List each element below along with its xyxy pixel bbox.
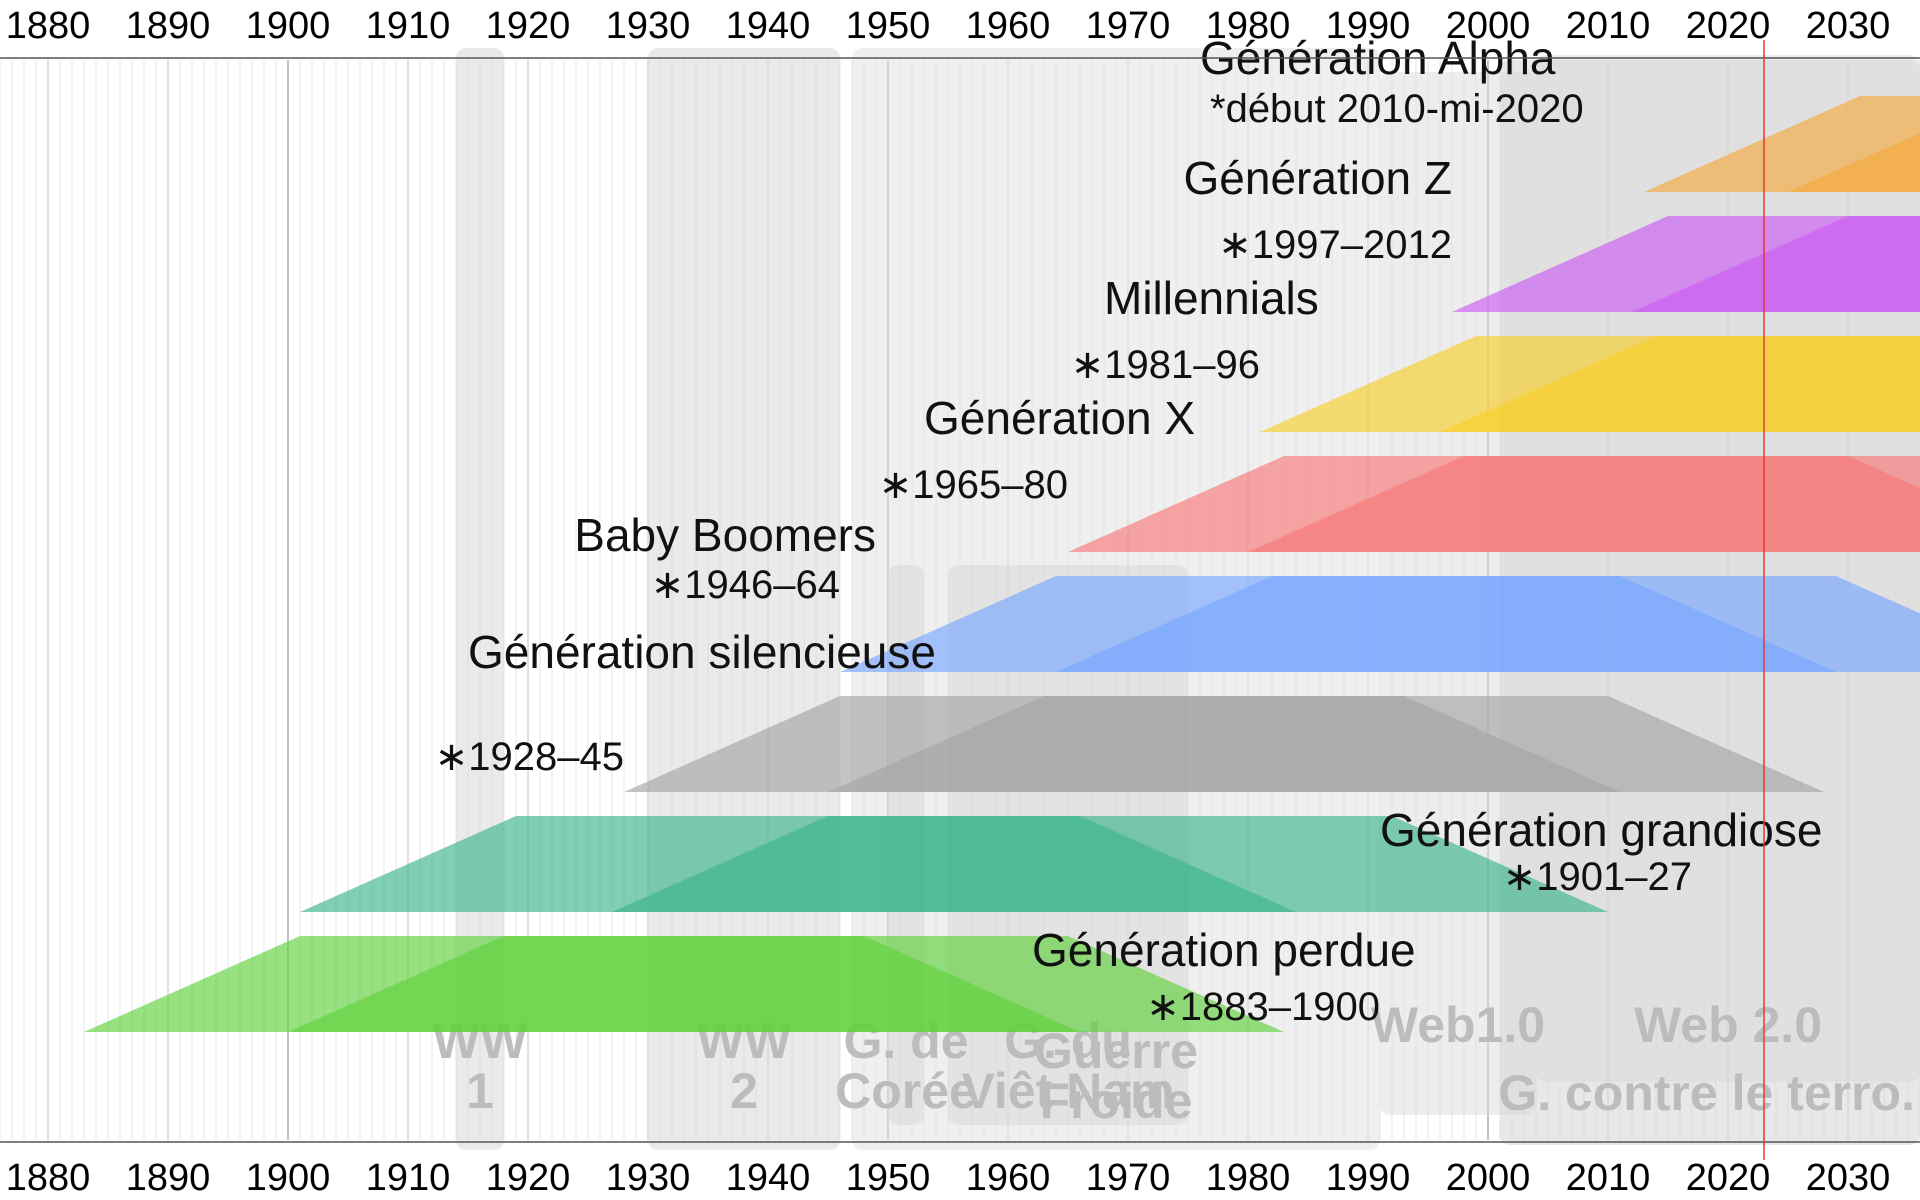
- top-axis: 1880 1890 1900 1910 1920 1930 1940 1950 1960 1970…: [0, 5, 1920, 59]
- top-tick-1960: 1960: [966, 5, 1051, 47]
- generation-range-5: ∗1981–96: [1071, 343, 1260, 387]
- top-tick-1930: 1930: [606, 5, 691, 47]
- bottom-tick-1890: 1890: [126, 1157, 211, 1199]
- event-label-7-0: G. contre le terro.: [1498, 1065, 1915, 1121]
- generation-core-5: [1440, 336, 1920, 432]
- bottom-tick-1950: 1950: [846, 1157, 931, 1199]
- generation-core-4: [1248, 456, 1920, 552]
- event-label-1-1: 2: [730, 1063, 758, 1119]
- bottom-tick-1940: 1940: [726, 1157, 811, 1199]
- top-tick-2020: 2020: [1686, 5, 1771, 47]
- generation-labels: Génération perdue ∗1883–1900 Génération gr…: [435, 32, 1823, 1029]
- bottom-tick-1990: 1990: [1326, 1157, 1411, 1199]
- generation-core-0: [288, 936, 1080, 1032]
- generation-range-6: ∗1997–2012: [1218, 223, 1452, 267]
- generation-core-6: [1632, 216, 1920, 312]
- bottom-tick-1900: 1900: [246, 1157, 331, 1199]
- event-label-2-1: Corée: [835, 1063, 977, 1119]
- event-label-4-0: Guerre: [1034, 1023, 1198, 1079]
- top-tick-1920: 1920: [486, 5, 571, 47]
- bottom-tick-2000: 2000: [1446, 1157, 1531, 1199]
- top-tick-1990: 1990: [1326, 5, 1411, 47]
- bottom-tick-1970: 1970: [1086, 1157, 1171, 1199]
- generation-range-2: ∗1928–45: [435, 735, 624, 779]
- bottom-tick-1880: 1880: [6, 1157, 91, 1199]
- generation-name-6: Génération Z: [1184, 152, 1452, 204]
- generation-range-7: *début 2010-mi-2020: [1210, 87, 1584, 131]
- bottom-tick-2010: 2010: [1566, 1157, 1651, 1199]
- generation-core-1: [612, 816, 1296, 912]
- top-tick-1910: 1910: [366, 5, 451, 47]
- bottom-axis: 1880 1890 1900 1910 1920 1930 1940 1950 1960 1970…: [0, 1141, 1920, 1199]
- event-label-6-0: Web 2.0: [1634, 997, 1822, 1053]
- top-tick-1900: 1900: [246, 5, 331, 47]
- bottom-tick-1910: 1910: [366, 1157, 451, 1199]
- top-tick-2010: 2010: [1566, 5, 1651, 47]
- generation-range-4: ∗1965–80: [879, 463, 1068, 507]
- bottom-tick-2030: 2030: [1806, 1157, 1891, 1199]
- generation-core-3: [1056, 576, 1836, 672]
- bottom-tick-1960: 1960: [966, 1157, 1051, 1199]
- top-tick-1890: 1890: [126, 5, 211, 47]
- generation-name-4: Génération X: [924, 392, 1195, 444]
- generation-range-3: ∗1946–64: [651, 563, 840, 607]
- generation-name-5: Millennials: [1104, 272, 1319, 324]
- top-tick-1950: 1950: [846, 5, 931, 47]
- generation-name-1: Génération grandiose: [1380, 804, 1822, 856]
- event-label-0-1: 1: [466, 1063, 494, 1119]
- event-label-4-1: Froide: [1040, 1073, 1193, 1129]
- generation-core-7: [1788, 133, 1920, 192]
- bottom-tick-1980: 1980: [1206, 1157, 1291, 1199]
- bottom-tick-1920: 1920: [486, 1157, 571, 1199]
- top-tick-1970: 1970: [1086, 5, 1171, 47]
- generation-range-0: ∗1883–1900: [1146, 985, 1380, 1029]
- top-tick-1880: 1880: [6, 5, 91, 47]
- bottom-tick-1930: 1930: [606, 1157, 691, 1199]
- top-tick-2000: 2000: [1446, 5, 1531, 47]
- event-label-3-1: Viêt Nam: [961, 1063, 1174, 1119]
- top-tick-1980: 1980: [1206, 5, 1291, 47]
- generation-bands: [84, 96, 1920, 1032]
- top-tick-2030: 2030: [1806, 5, 1891, 47]
- generation-name-0: Génération perdue: [1032, 924, 1416, 976]
- generation-name-3: Baby Boomers: [574, 509, 876, 561]
- generation-range-1: ∗1901–27: [1503, 855, 1692, 899]
- bottom-tick-2020: 2020: [1686, 1157, 1771, 1199]
- generation-core-2: [828, 696, 1620, 792]
- top-tick-1940: 1940: [726, 5, 811, 47]
- event-label-5-0: Web1.0: [1371, 997, 1545, 1053]
- generation-name-2: Génération silencieuse: [468, 626, 936, 678]
